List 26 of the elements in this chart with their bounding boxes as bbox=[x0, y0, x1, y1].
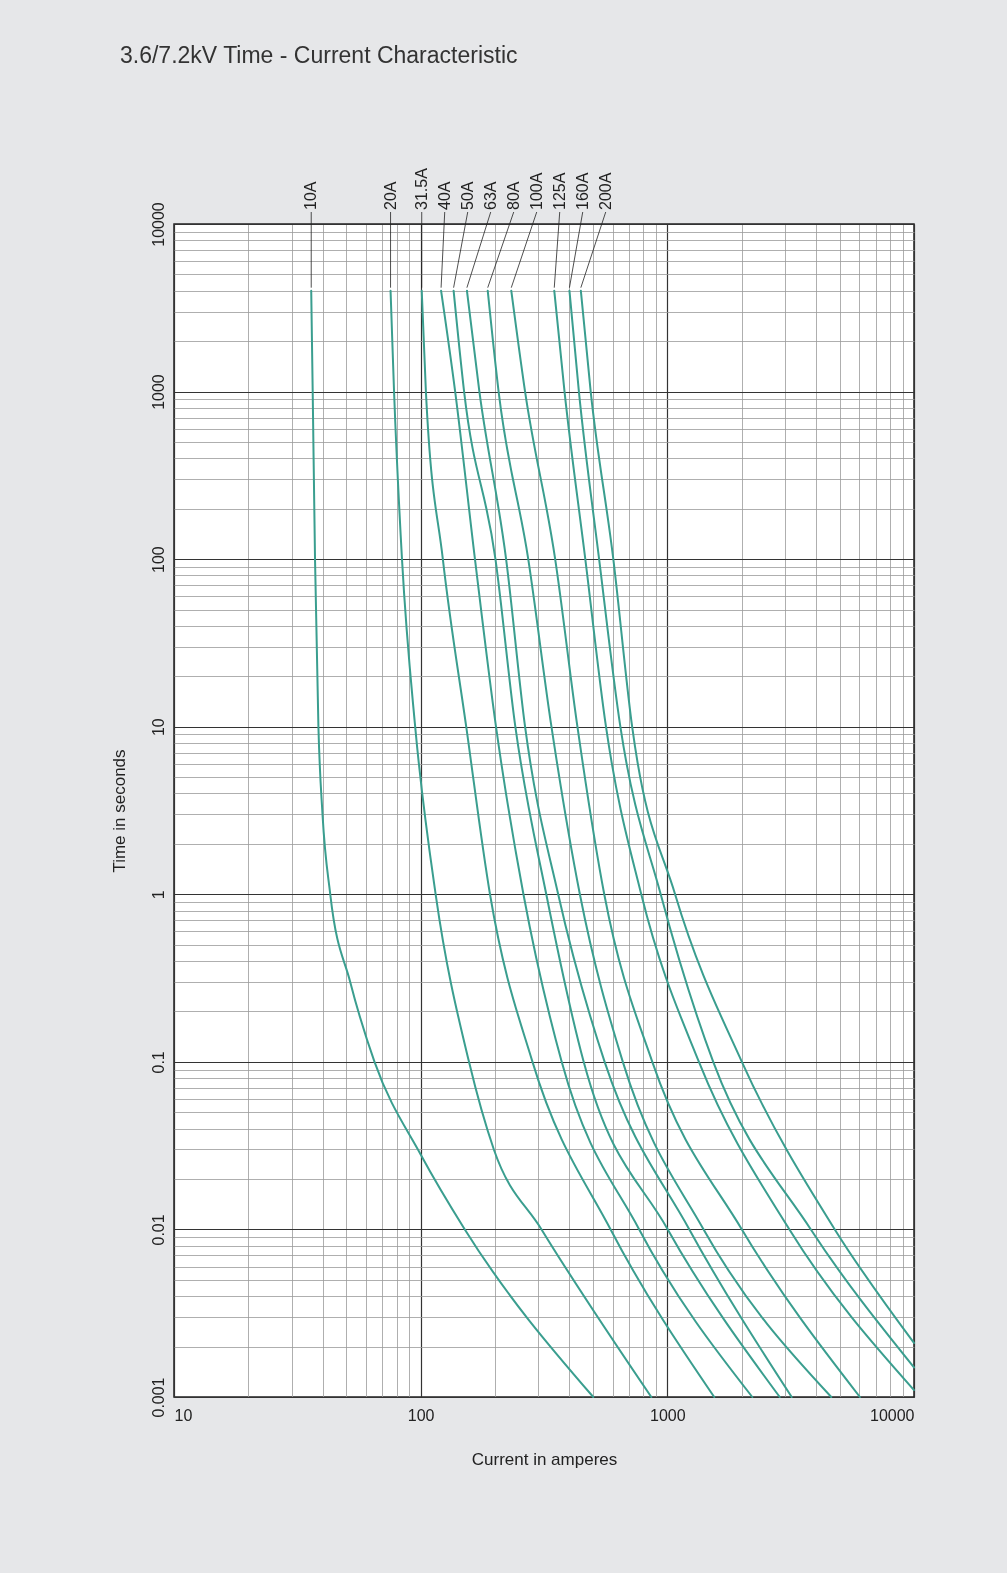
chart-title: 3.6/7.2kV Time - Current Characteristic bbox=[120, 42, 518, 69]
x-axis-title: Current in amperes bbox=[471, 1449, 618, 1469]
text: 100A bbox=[527, 172, 545, 210]
text: 125A bbox=[550, 172, 568, 210]
y-tick-label: 0.001 bbox=[149, 1377, 167, 1418]
y-tick-label: 1000 bbox=[149, 374, 167, 410]
y-tick-label: 10000 bbox=[149, 202, 167, 247]
y-tick-label: 100 bbox=[149, 546, 167, 573]
y-axis-title: Time in seconds bbox=[109, 749, 129, 873]
text: 40A bbox=[435, 181, 453, 210]
text: 80A bbox=[504, 181, 522, 210]
x-tick-label: 10 bbox=[174, 1406, 193, 1424]
text: 31.5A bbox=[412, 167, 430, 210]
y-tick-label: 0.1 bbox=[149, 1051, 167, 1074]
text: 10A bbox=[302, 181, 320, 210]
text: 20A bbox=[381, 181, 399, 210]
x-tick-label: 100 bbox=[407, 1406, 435, 1424]
text: 160A bbox=[573, 172, 591, 210]
text: 63A bbox=[481, 181, 499, 210]
y-tick-label: 10 bbox=[149, 718, 167, 737]
x-tick-label: 1000 bbox=[650, 1406, 686, 1424]
y-tick-label: 1 bbox=[149, 890, 167, 900]
text: 200A bbox=[596, 172, 614, 210]
x-tick-label: 10000 bbox=[870, 1406, 915, 1424]
y-tick-label: 0.01 bbox=[149, 1214, 167, 1246]
text: 50A bbox=[458, 181, 476, 210]
